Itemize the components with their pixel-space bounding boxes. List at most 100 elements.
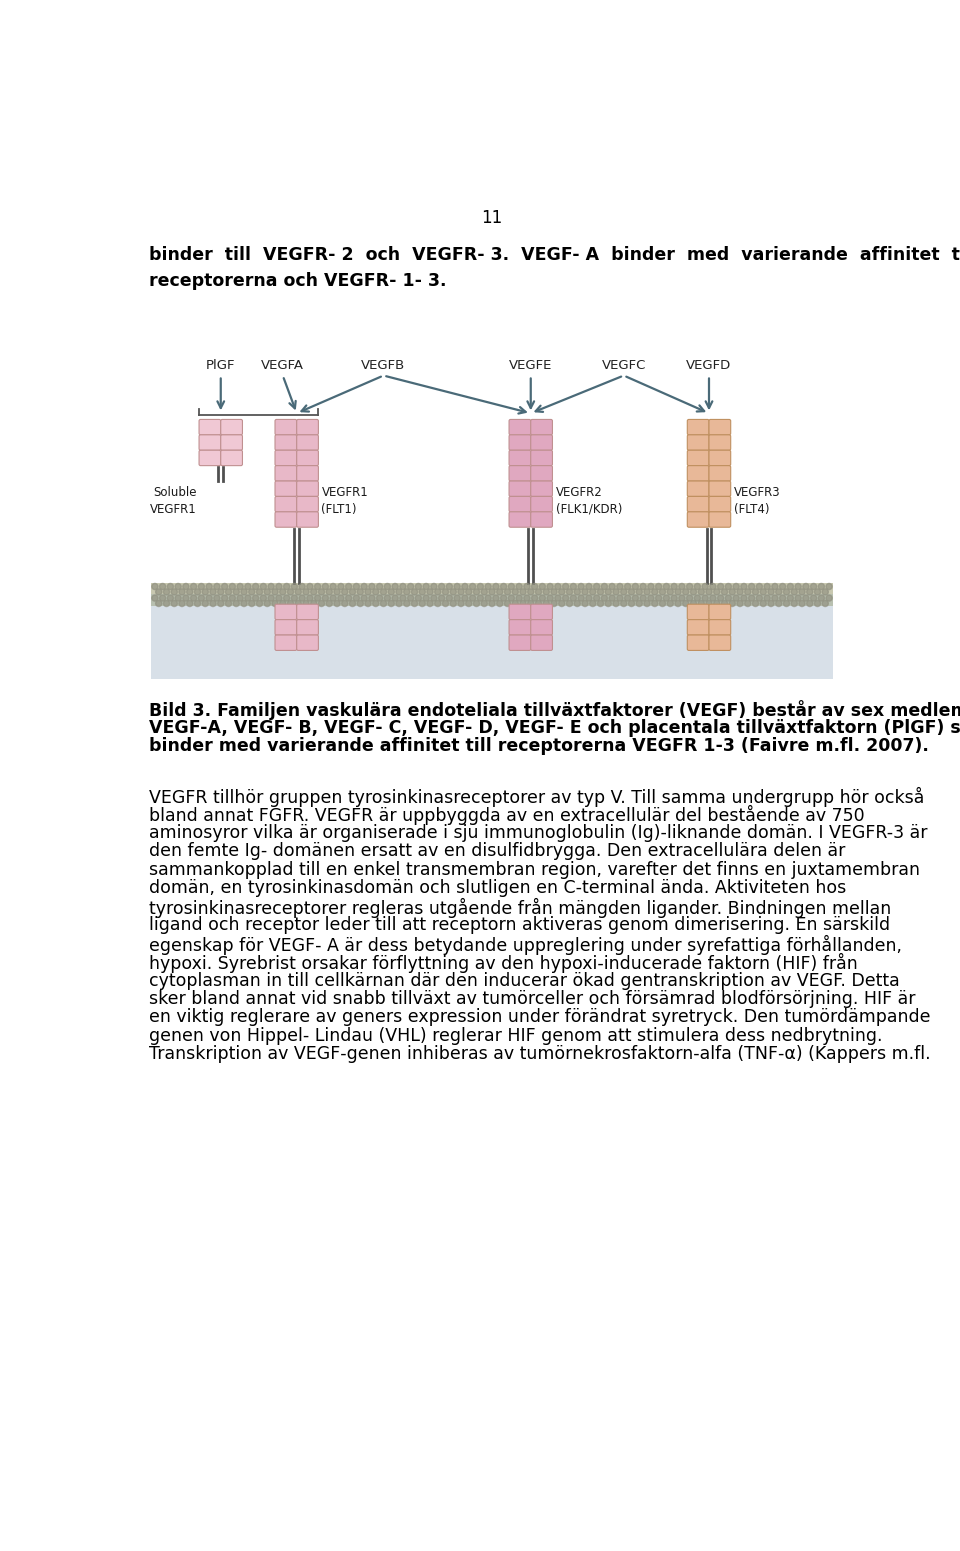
Circle shape [826,583,832,589]
Circle shape [338,583,344,589]
Text: VEGFR2
(FLK1/KDR): VEGFR2 (FLK1/KDR) [556,487,622,516]
Circle shape [586,583,592,589]
FancyBboxPatch shape [687,512,709,527]
Circle shape [772,583,778,589]
Circle shape [570,583,576,589]
Circle shape [241,600,247,606]
Circle shape [156,589,162,596]
Circle shape [725,596,732,602]
Circle shape [656,583,661,589]
Circle shape [473,600,480,606]
Circle shape [717,596,724,602]
Text: VEGFR3
(FLT4): VEGFR3 (FLT4) [733,487,780,516]
FancyBboxPatch shape [275,496,297,512]
Circle shape [237,583,243,589]
Circle shape [582,589,588,596]
Circle shape [776,589,781,596]
Circle shape [276,583,282,589]
Circle shape [291,596,298,602]
Circle shape [644,600,650,606]
Circle shape [663,596,669,602]
Circle shape [822,589,828,596]
Circle shape [532,583,538,589]
Circle shape [450,589,456,596]
Circle shape [431,596,437,602]
FancyBboxPatch shape [509,481,531,496]
Circle shape [496,589,503,596]
Circle shape [589,589,596,596]
FancyBboxPatch shape [221,419,243,434]
Circle shape [589,600,596,606]
Circle shape [633,596,638,602]
Circle shape [593,596,600,602]
Circle shape [346,596,351,602]
Circle shape [330,596,336,602]
Circle shape [629,589,635,596]
FancyBboxPatch shape [275,634,297,650]
Circle shape [690,589,697,596]
Circle shape [299,583,305,589]
Circle shape [330,583,336,589]
Circle shape [756,583,762,589]
FancyBboxPatch shape [275,605,297,620]
Circle shape [260,583,267,589]
Circle shape [621,589,627,596]
FancyBboxPatch shape [297,481,319,496]
Circle shape [636,600,642,606]
Circle shape [346,583,351,589]
Circle shape [605,589,612,596]
Circle shape [408,583,414,589]
Circle shape [768,600,774,606]
Circle shape [741,596,747,602]
Circle shape [776,600,781,606]
Circle shape [520,600,526,606]
Circle shape [756,596,762,602]
Circle shape [353,583,359,589]
Circle shape [536,589,541,596]
Circle shape [190,596,197,602]
FancyBboxPatch shape [297,496,319,512]
Circle shape [214,583,220,589]
Circle shape [249,589,254,596]
FancyBboxPatch shape [531,605,552,620]
FancyBboxPatch shape [531,465,552,481]
Circle shape [799,600,805,606]
FancyBboxPatch shape [709,419,731,434]
Circle shape [532,596,538,602]
Circle shape [408,596,414,602]
Circle shape [403,589,410,596]
Circle shape [783,589,789,596]
Circle shape [713,600,720,606]
Circle shape [279,600,286,606]
FancyBboxPatch shape [531,634,552,650]
Circle shape [194,600,201,606]
Text: Bild 3. Familjen vaskulära endoteliala tillväxtfaktorer (VEGF) består av sex med: Bild 3. Familjen vaskulära endoteliala t… [150,701,960,721]
FancyBboxPatch shape [297,419,319,434]
Text: sammankopplad till en enkel transmembran region, varefter det finns en juxtamemb: sammankopplad till en enkel transmembran… [150,861,921,878]
FancyBboxPatch shape [275,419,297,434]
Circle shape [753,589,758,596]
Circle shape [264,600,271,606]
Circle shape [520,589,526,596]
Circle shape [194,589,201,596]
Circle shape [416,583,421,589]
Circle shape [524,596,530,602]
Circle shape [203,600,208,606]
Circle shape [694,583,701,589]
Circle shape [570,596,576,602]
Circle shape [818,583,825,589]
Circle shape [783,600,789,606]
Circle shape [566,600,572,606]
Circle shape [481,589,488,596]
Circle shape [311,600,317,606]
Circle shape [190,583,197,589]
Circle shape [764,596,770,602]
Bar [151,583,833,594]
Circle shape [582,600,588,606]
FancyBboxPatch shape [709,605,731,620]
Circle shape [504,589,511,596]
Circle shape [229,583,235,589]
Circle shape [469,583,476,589]
Circle shape [338,596,344,602]
Circle shape [272,600,278,606]
